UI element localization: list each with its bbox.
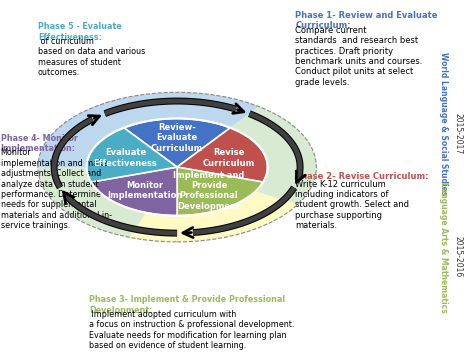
Polygon shape (87, 128, 177, 182)
Text: Phase 5 - Evaluate
Effectiveness:: Phase 5 - Evaluate Effectiveness: (38, 22, 121, 42)
Polygon shape (124, 119, 230, 167)
Text: Review-
Evaluate
Curriculum: Review- Evaluate Curriculum (151, 123, 203, 153)
Text: Phase 4- Monitor
Implementation:: Phase 4- Monitor Implementation: (0, 134, 78, 153)
Text: Language Arts & Mathematics: Language Arts & Mathematics (439, 182, 448, 312)
Polygon shape (38, 167, 146, 237)
Polygon shape (177, 128, 268, 182)
Text: Monitor
Implementation: Monitor Implementation (108, 181, 183, 200)
Text: Implement and
Provide
Professional
Development: Implement and Provide Professional Devel… (173, 171, 245, 211)
Text: Phase 2- Revise Curriculum:: Phase 2- Revise Curriculum: (295, 172, 429, 181)
Text: World Language & Social Studies: World Language & Social Studies (439, 52, 448, 196)
Text: Revise
Curriculum: Revise Curriculum (202, 148, 255, 168)
Text: Write K-12 curriculum
including indicators of
student growth. Select and
purchas: Write K-12 curriculum including indicato… (295, 180, 410, 230)
Text: 2015-2017: 2015-2017 (454, 113, 463, 154)
Text: Phase 3- Implement & Provide Professional
Development:: Phase 3- Implement & Provide Professiona… (89, 295, 285, 315)
Polygon shape (91, 167, 177, 216)
Polygon shape (56, 92, 259, 143)
Text: Implement adopted curriculum with
a focus on instruction & professional developm: Implement adopted curriculum with a focu… (89, 310, 294, 350)
Text: Compare current
standards  and research best
practices. Draft priority
benchmark: Compare current standards and research b… (295, 26, 423, 87)
Polygon shape (177, 167, 263, 216)
Text: Phase 1- Review and Evaluate
Curriculum:: Phase 1- Review and Evaluate Curriculum: (295, 11, 438, 30)
Text: of curriculum
based on data and various
measures of student
outcomes.: of curriculum based on data and various … (38, 37, 145, 77)
Polygon shape (129, 191, 298, 242)
Text: Evaluate
Effectiveness: Evaluate Effectiveness (93, 148, 157, 168)
Text: Monitor
implementation and make
adjustments. Collect and
analyze data on student: Monitor implementation and make adjustme… (0, 148, 112, 230)
Polygon shape (38, 97, 146, 167)
Polygon shape (230, 106, 316, 204)
Text: 2015-2016: 2015-2016 (454, 236, 463, 278)
